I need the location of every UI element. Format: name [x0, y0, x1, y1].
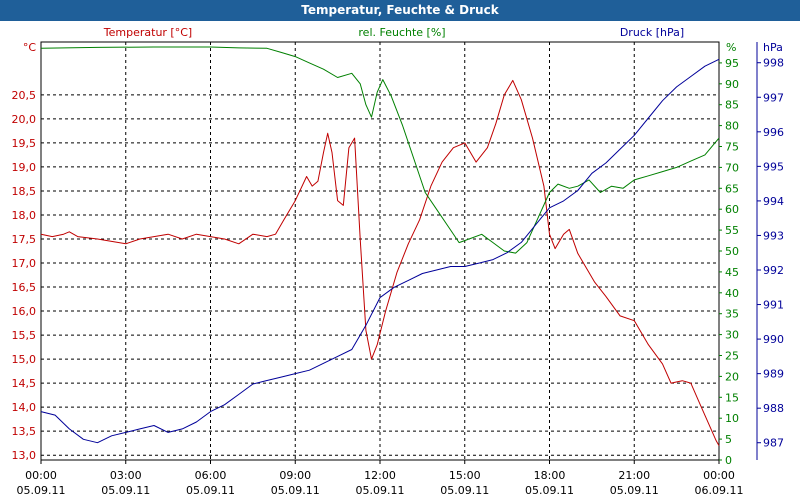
temperature-tick-label: 15,5: [12, 329, 37, 342]
temperature-tick-label: 14,0: [12, 401, 37, 414]
humidity-axis-label: rel. Feuchte [%]: [358, 26, 445, 39]
temperature-tick-label: 20,0: [12, 113, 37, 126]
x-tick-time: 00:00: [703, 469, 735, 482]
humidity-tick-label: 55: [725, 224, 739, 237]
temperature-tick-label: 18,5: [12, 185, 37, 198]
temperature-tick-label: 16,0: [12, 305, 37, 318]
x-tick-time: 12:00: [364, 469, 396, 482]
temperature-unit-label: °C: [23, 41, 37, 54]
temperature-tick-label: 15,0: [12, 353, 37, 366]
pressure-tick-label: 997: [763, 91, 784, 104]
humidity-tick-label: 15: [725, 391, 739, 404]
temperature-tick-label: 14,5: [12, 377, 37, 390]
humidity-tick-label: 20: [725, 370, 739, 383]
pressure-tick-label: 994: [763, 195, 784, 208]
temperature-tick-label: 19,5: [12, 137, 37, 150]
x-tick-time: 06:00: [195, 469, 227, 482]
humidity-tick-label: 25: [725, 350, 739, 363]
pressure-tick-label: 996: [763, 126, 784, 139]
humidity-tick-label: 30: [725, 329, 739, 342]
humidity-tick-label: 40: [725, 287, 739, 300]
humidity-tick-label: 65: [725, 182, 739, 195]
humidity-tick-label: 45: [725, 266, 739, 279]
humidity-tick-label: 75: [725, 141, 739, 154]
humidity-unit-label: %: [726, 41, 736, 54]
x-tick-date: 05.09.11: [17, 484, 66, 497]
x-tick-time: 21:00: [618, 469, 650, 482]
humidity-tick-label: 95: [725, 57, 739, 70]
series-line-humidity: [40, 46, 720, 254]
series-group: [40, 46, 720, 446]
x-tick-date: 06.09.11: [695, 484, 744, 497]
pressure-tick-label: 987: [763, 437, 784, 450]
temperature-tick-label: 13,5: [12, 425, 37, 438]
temperature-tick-label: 18,0: [12, 209, 37, 222]
x-tick-date: 05.09.11: [186, 484, 235, 497]
pressure-tick-label: 989: [763, 368, 784, 381]
pressure-tick-label: 998: [763, 57, 784, 70]
temperature-tick-label: 16,5: [12, 281, 37, 294]
temperature-tick-label: 17,5: [12, 233, 37, 246]
series-line-temperature: [40, 79, 720, 446]
humidity-tick-label: 70: [725, 161, 739, 174]
grid: [41, 42, 719, 460]
pressure-tick-label: 988: [763, 402, 784, 415]
temperature-axis-label: Temperatur [°C]: [103, 26, 192, 39]
x-tick-time: 15:00: [449, 469, 481, 482]
humidity-tick-label: 60: [725, 203, 739, 216]
pressure-tick-label: 992: [763, 264, 784, 277]
pressure-unit-label: hPa: [763, 41, 783, 54]
x-tick-time: 03:00: [110, 469, 142, 482]
humidity-tick-label: 35: [725, 308, 739, 321]
pressure-tick-label: 993: [763, 229, 784, 242]
x-tick-date: 05.09.11: [525, 484, 574, 497]
temperature-tick-label: 13,0: [12, 449, 37, 462]
temperature-tick-label: 19,0: [12, 161, 37, 174]
x-tick-date: 05.09.11: [271, 484, 320, 497]
series-line-pressure: [40, 58, 720, 444]
pressure-tick-label: 995: [763, 160, 784, 173]
x-tick-time: 18:00: [534, 469, 566, 482]
humidity-tick-label: 10: [725, 412, 739, 425]
humidity-tick-label: 80: [725, 120, 739, 133]
temperature-tick-label: 17,0: [12, 257, 37, 270]
pressure-tick-label: 990: [763, 333, 784, 346]
pressure-axis-label: Druck [hPa]: [620, 26, 684, 39]
x-tick-date: 05.09.11: [101, 484, 150, 497]
window-title: Temperatur, Feuchte & Druck: [0, 0, 800, 21]
humidity-tick-label: 5: [725, 433, 732, 446]
x-tick-date: 05.09.11: [440, 484, 489, 497]
x-tick-time: 09:00: [279, 469, 311, 482]
humidity-tick-label: 90: [725, 78, 739, 91]
x-tick-date: 05.09.11: [356, 484, 405, 497]
humidity-tick-label: 0: [725, 454, 732, 467]
x-tick-date: 05.09.11: [610, 484, 659, 497]
humidity-tick-label: 50: [725, 245, 739, 258]
pressure-tick-label: 991: [763, 299, 784, 312]
temperature-tick-label: 20,5: [12, 89, 37, 102]
tick-labels: 00:00 05.09.11 03:00 05.09.11 06:00 05.09.11 0…: [12, 57, 785, 497]
x-tick-time: 00:00: [25, 469, 57, 482]
humidity-tick-label: 85: [725, 99, 739, 112]
